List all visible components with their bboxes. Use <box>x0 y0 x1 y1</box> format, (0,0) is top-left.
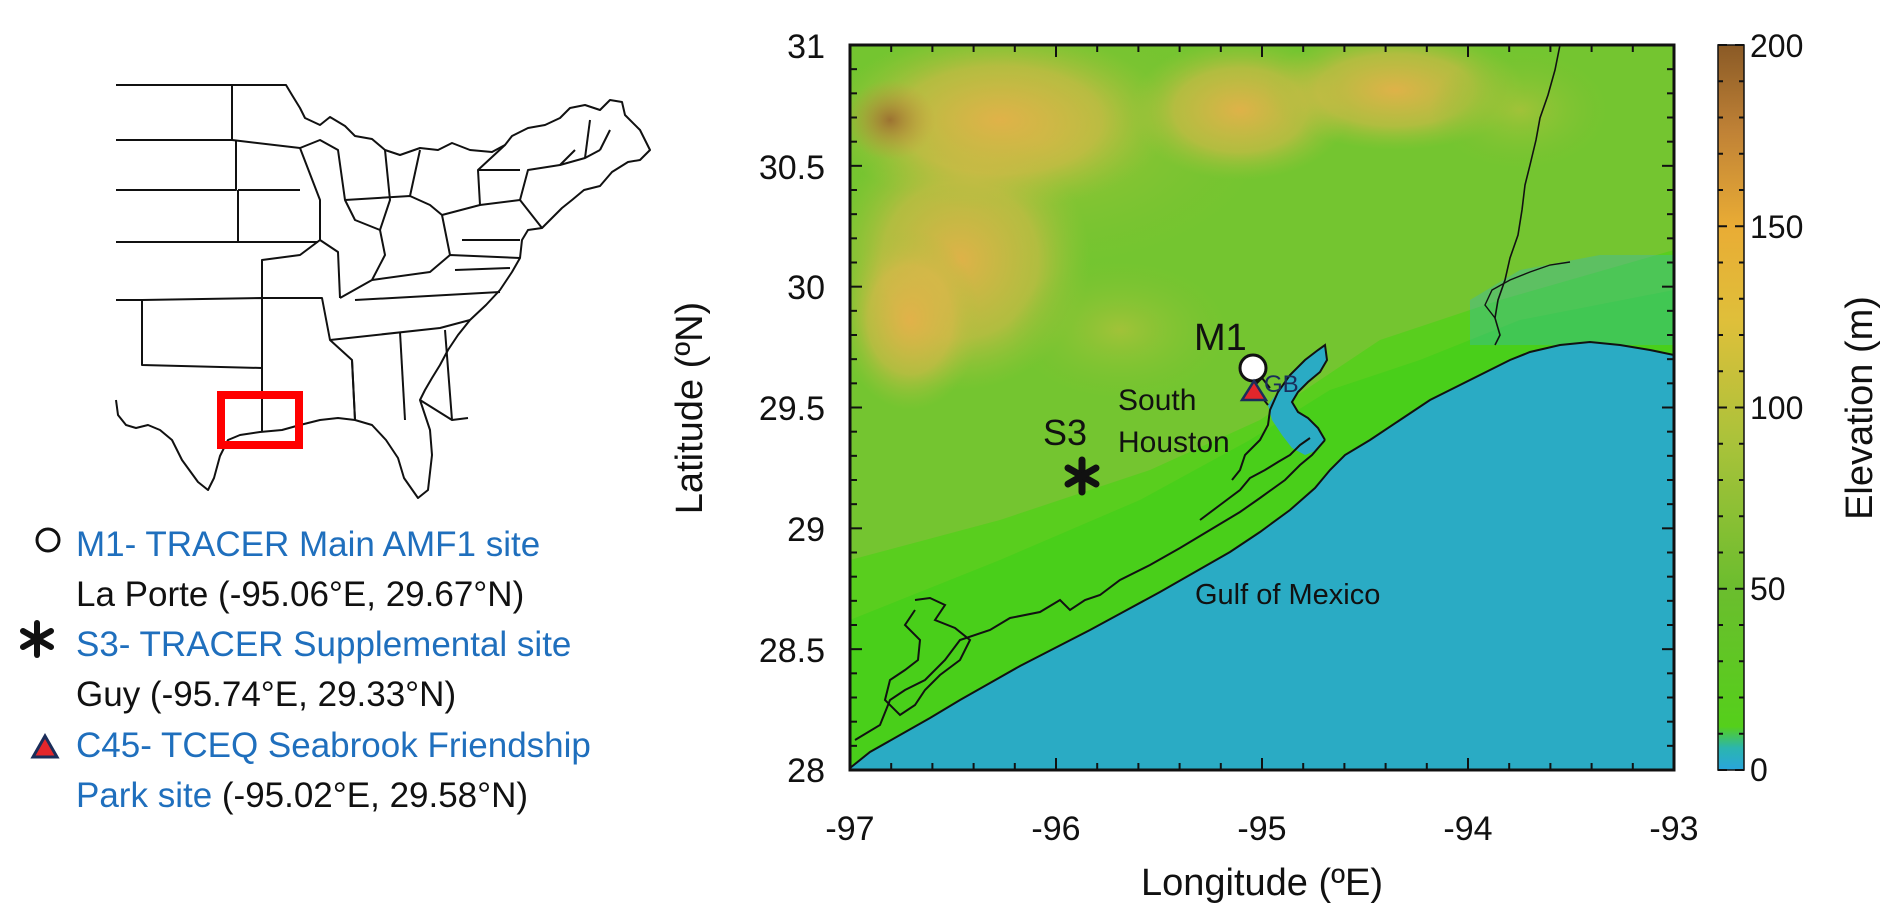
x-tick-label: -96 <box>1031 810 1080 848</box>
legend-m1-site: M1- TRACER Main AMF1 site <box>76 525 540 564</box>
colorbar-label: Elevation (m) <box>1839 296 1881 520</box>
map-label-houston: Houston <box>1118 426 1230 459</box>
legend-triangle-marker <box>30 732 60 759</box>
legend: M1- TRACER Main AMF1 site La Porte (-95.… <box>20 525 591 815</box>
map-label-south: South <box>1118 384 1196 417</box>
x-tick-labels: -97 -96 -95 -94 -93 <box>825 810 1698 848</box>
x-axis-label: Longitude (ºE) <box>1141 862 1383 904</box>
x-tick-label: -94 <box>1443 810 1492 848</box>
colorbar-ticks <box>1718 44 1744 771</box>
legend-c45-site-cont: Park site <box>76 776 212 815</box>
axis-ticks <box>849 44 1675 771</box>
legend-c45-location: (-95.02°E, 29.58°N) <box>212 776 528 815</box>
x-tick-label: -95 <box>1237 810 1286 848</box>
map-label-s3: S3 <box>1043 412 1087 453</box>
y-tick-label: 28 <box>787 752 825 790</box>
y-tick-label: 29 <box>787 511 825 549</box>
legend-c45-site: C45- TCEQ Seabrook Friendship <box>76 726 591 765</box>
inset-study-area-box <box>217 391 303 449</box>
inset-us-map <box>115 84 651 499</box>
y-tick-label: 29.5 <box>759 390 825 428</box>
gulf-of-mexico <box>850 342 1674 770</box>
c45-site-marker <box>1239 378 1269 402</box>
x-tick-label: -93 <box>1649 810 1698 848</box>
y-axis-label: Latitude (ºN) <box>669 302 711 514</box>
y-tick-label: 28.5 <box>759 632 825 670</box>
galveston-bay <box>1268 345 1327 455</box>
main-map <box>850 45 1674 770</box>
x-tick-label: -97 <box>825 810 874 848</box>
legend-c45-line2: Park site (-95.02°E, 29.58°N) <box>76 776 528 815</box>
colorbar-tick-label: 50 <box>1750 571 1786 607</box>
y-tick-label: 30.5 <box>759 149 825 187</box>
colorbar-tick-label: 150 <box>1750 209 1803 245</box>
y-tick-label: 30 <box>787 269 825 307</box>
coastline <box>850 340 1674 769</box>
map-label-gb: GB <box>1264 371 1299 398</box>
legend-m1-location: La Porte (-95.06°E, 29.67°N) <box>76 575 524 614</box>
y-tick-labels: 31 30.5 30 29.5 29 28.5 28 <box>759 28 825 790</box>
legend-s3-site: S3- TRACER Supplemental site <box>76 625 571 664</box>
colorbar-tick-label: 0 <box>1750 752 1768 788</box>
m1-site-marker <box>1238 353 1268 383</box>
map-label-gulf: Gulf of Mexico <box>1195 579 1380 611</box>
colorbar-tick-label: 100 <box>1750 390 1803 426</box>
legend-circle-marker <box>35 527 61 553</box>
legend-asterisk-marker <box>20 620 54 658</box>
river <box>1494 45 1561 346</box>
s3-site-marker <box>1064 456 1100 496</box>
colorbar-tick-labels: 200 150 100 50 0 <box>1750 28 1803 788</box>
colorbar-tick-label: 200 <box>1750 28 1803 64</box>
map-label-m1: M1 <box>1194 317 1247 359</box>
us-outline <box>115 84 651 499</box>
y-tick-label: 31 <box>787 28 825 66</box>
legend-s3-location: Guy (-95.74°E, 29.33°N) <box>76 675 456 714</box>
